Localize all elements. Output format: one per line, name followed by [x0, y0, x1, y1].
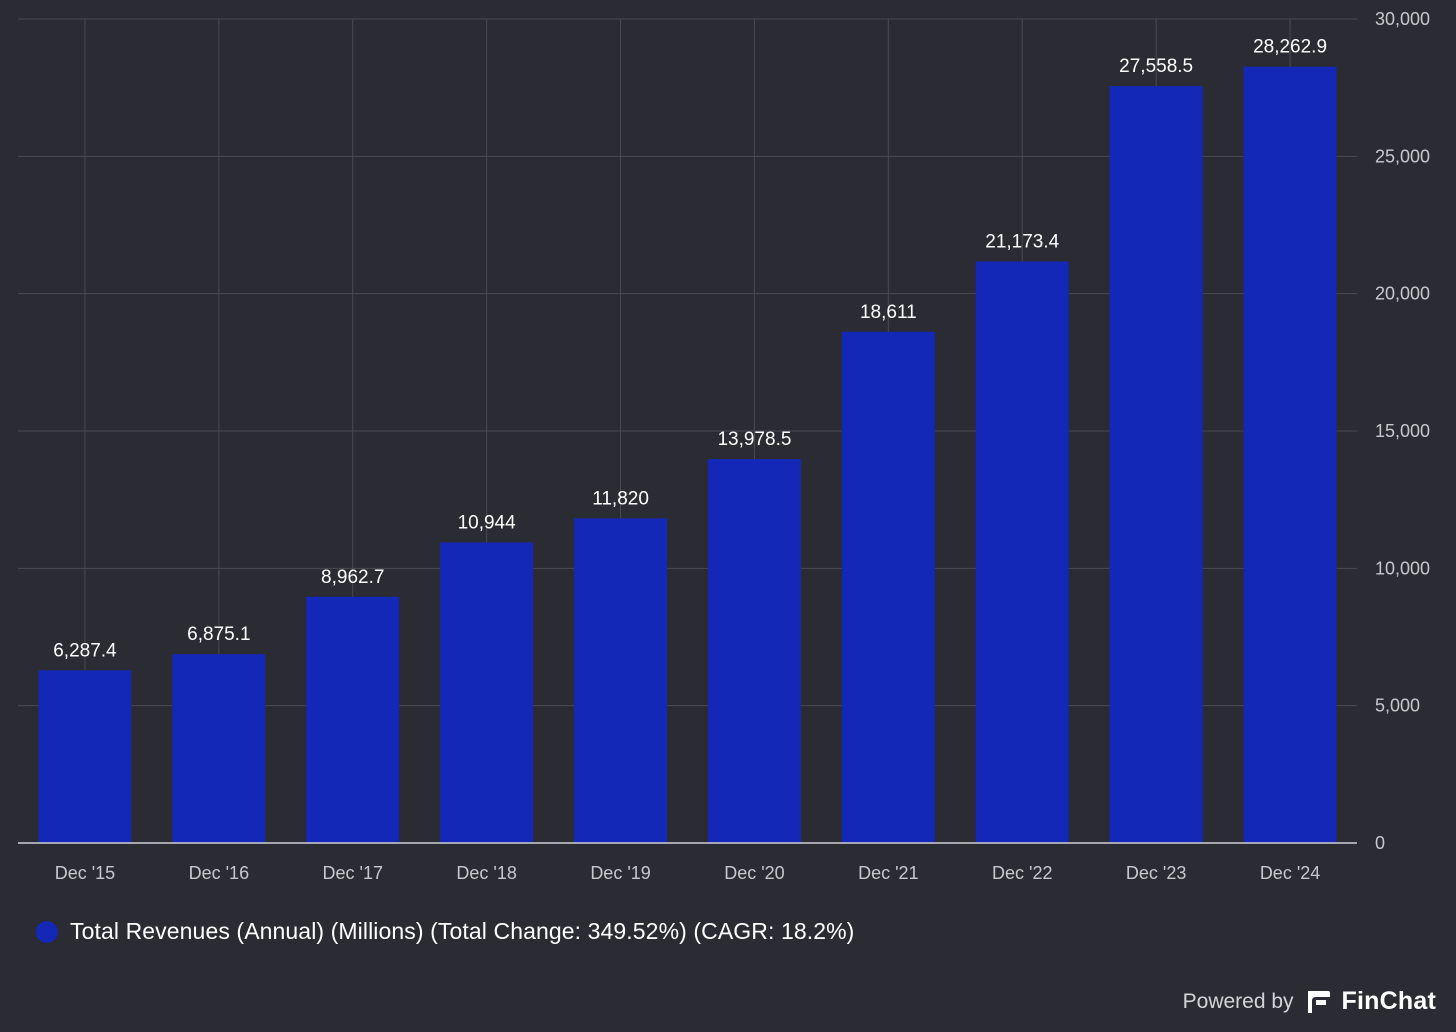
x-tick-label: Dec '18	[456, 863, 516, 883]
bar	[975, 261, 1069, 844]
bar-value-label: 27,558.5	[1119, 56, 1193, 77]
bar	[707, 459, 801, 843]
bar-value-label: 18,611	[860, 302, 917, 323]
legend-series-label: Total Revenues (Annual) (Millions) (Tota…	[70, 918, 855, 944]
finchat-wordmark: FinChat	[1341, 987, 1436, 1015]
bar	[574, 518, 668, 843]
bar-value-label: 28,262.9	[1253, 37, 1327, 58]
x-tick-label: Dec '17	[323, 863, 383, 883]
x-tick-label: Dec '24	[1260, 863, 1320, 883]
bar-value-label: 21,173.4	[985, 231, 1059, 252]
y-tick-label: 25,000	[1375, 146, 1430, 166]
x-tick-label: Dec '16	[189, 863, 249, 883]
revenue-bar-chart: 0 5,000 10,000 15,000 20,000 25,000 30,000 6,28…	[18, 9, 1430, 883]
chart-legend[interactable]: Total Revenues (Annual) (Millions) (Tota…	[36, 918, 854, 945]
bar-value-label: 6,287.4	[53, 640, 117, 661]
y-tick-label: 15,000	[1375, 421, 1430, 441]
x-tick-label: Dec '15	[55, 863, 115, 883]
bar	[306, 596, 400, 843]
finchat-logo-icon	[1307, 990, 1330, 1013]
bar-value-label: 13,978.5	[717, 429, 791, 450]
x-tick-label: Dec '20	[724, 863, 784, 883]
y-tick-label: 30,000	[1375, 9, 1430, 29]
bar	[841, 331, 935, 843]
y-tick-label: 5,000	[1375, 696, 1420, 716]
legend-series-marker	[36, 920, 58, 943]
powered-by-branding[interactable]: Powered by FinChat	[1183, 987, 1436, 1016]
bar	[38, 670, 132, 843]
bar-value-label: 8,962.7	[321, 567, 384, 588]
bar	[1243, 66, 1337, 844]
x-tick-label: Dec '19	[590, 863, 650, 883]
y-tick-label: 10,000	[1375, 558, 1430, 578]
powered-by-text: Powered by	[1182, 989, 1294, 1013]
bar-value-label: 6,875.1	[187, 624, 250, 645]
bar-value-label: 10,944	[458, 512, 517, 533]
bar	[440, 542, 534, 843]
bar	[172, 654, 266, 843]
x-tick-label: Dec '22	[992, 863, 1052, 883]
bar	[1109, 86, 1203, 843]
x-tick-label: Dec '23	[1126, 863, 1186, 883]
bar-value-label: 11,820	[592, 488, 649, 509]
y-tick-label: 20,000	[1375, 284, 1430, 304]
x-tick-label: Dec '21	[858, 863, 918, 883]
y-tick-label: 0	[1375, 833, 1385, 853]
